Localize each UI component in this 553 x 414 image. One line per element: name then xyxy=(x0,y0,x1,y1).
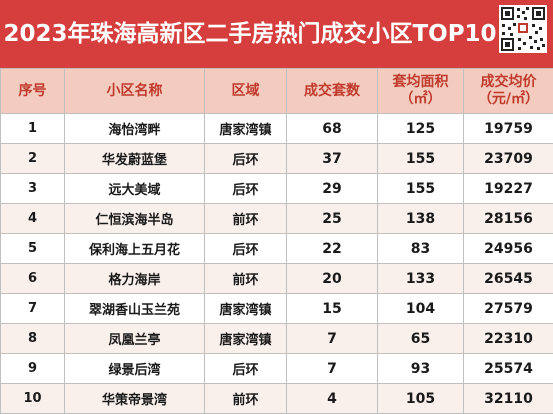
cell-avg-size: 93 xyxy=(378,354,464,384)
header-index: 序号 xyxy=(1,69,65,114)
cell-avg-price: 24956 xyxy=(464,234,553,264)
table-row: 5 保利海上五月花 后环 22 83 24956 xyxy=(1,234,553,264)
cell-index: 6 xyxy=(1,264,65,294)
cell-community-name: 翠湖香山玉兰苑 xyxy=(65,294,205,324)
cell-area: 后环 xyxy=(205,354,287,384)
cell-area: 前环 xyxy=(205,204,287,234)
cell-deal-count: 7 xyxy=(287,354,378,384)
cell-avg-size: 65 xyxy=(378,324,464,354)
cell-community-name: 格力海岸 xyxy=(65,264,205,294)
header-avg-size: 套均面积（㎡） xyxy=(378,69,464,114)
cell-deal-count: 22 xyxy=(287,234,378,264)
cell-avg-price: 23709 xyxy=(464,144,553,174)
cell-avg-size: 155 xyxy=(378,144,464,174)
table-row: 7 翠湖香山玉兰苑 唐家湾镇 15 104 27579 xyxy=(1,294,553,324)
cell-avg-price: 28156 xyxy=(464,204,553,234)
qr-code-icon xyxy=(499,5,547,53)
cell-area: 唐家湾镇 xyxy=(205,114,287,144)
cell-index: 10 xyxy=(1,384,65,414)
table-row: 4 仁恒滨海半岛 前环 25 138 28156 xyxy=(1,204,553,234)
cell-avg-size: 138 xyxy=(378,204,464,234)
cell-index: 5 xyxy=(1,234,65,264)
cell-index: 2 xyxy=(1,144,65,174)
cell-index: 8 xyxy=(1,324,65,354)
cell-index: 9 xyxy=(1,354,65,384)
table-row: 1 海怡湾畔 唐家湾镇 68 125 19759 xyxy=(1,114,553,144)
table-row: 8 凤凰兰亭 唐家湾镇 7 65 22310 xyxy=(1,324,553,354)
cell-avg-size: 125 xyxy=(378,114,464,144)
cell-avg-size: 105 xyxy=(378,384,464,414)
cell-deal-count: 4 xyxy=(287,384,378,414)
table-header-row: 序号 小区名称 区域 成交套数 套均面积（㎡） 成交均价（元/㎡） xyxy=(1,69,553,114)
table-row: 6 格力海岸 前环 20 133 26545 xyxy=(1,264,553,294)
transactions-table: 序号 小区名称 区域 成交套数 套均面积（㎡） 成交均价（元/㎡） 1 海怡湾畔… xyxy=(0,68,553,414)
cell-avg-price: 26545 xyxy=(464,264,553,294)
cell-area: 唐家湾镇 xyxy=(205,324,287,354)
cell-index: 1 xyxy=(1,114,65,144)
cell-avg-size: 104 xyxy=(378,294,464,324)
cell-community-name: 远大美域 xyxy=(65,174,205,204)
cell-community-name: 华发蔚蓝堡 xyxy=(65,144,205,174)
cell-avg-size: 155 xyxy=(378,174,464,204)
cell-deal-count: 15 xyxy=(287,294,378,324)
header-community-name: 小区名称 xyxy=(65,69,205,114)
cell-area: 后环 xyxy=(205,144,287,174)
cell-community-name: 海怡湾畔 xyxy=(65,114,205,144)
cell-community-name: 保利海上五月花 xyxy=(65,234,205,264)
cell-deal-count: 25 xyxy=(287,204,378,234)
cell-area: 后环 xyxy=(205,234,287,264)
cell-deal-count: 37 xyxy=(287,144,378,174)
cell-area: 后环 xyxy=(205,174,287,204)
cell-community-name: 凤凰兰亭 xyxy=(65,324,205,354)
cell-index: 4 xyxy=(1,204,65,234)
cell-area: 前环 xyxy=(205,264,287,294)
cell-avg-price: 27579 xyxy=(464,294,553,324)
cell-deal-count: 68 xyxy=(287,114,378,144)
cell-avg-price: 32110 xyxy=(464,384,553,414)
table-row: 10 华策帝景湾 前环 4 105 32110 xyxy=(1,384,553,414)
table-row: 3 远大美域 后环 29 155 19227 xyxy=(1,174,553,204)
table-row: 9 绿景后湾 后环 7 93 25574 xyxy=(1,354,553,384)
cell-index: 7 xyxy=(1,294,65,324)
cell-area: 前环 xyxy=(205,384,287,414)
cell-avg-size: 83 xyxy=(378,234,464,264)
header-deal-count: 成交套数 xyxy=(287,69,378,114)
cell-avg-size: 133 xyxy=(378,264,464,294)
cell-area: 唐家湾镇 xyxy=(205,294,287,324)
header-area: 区域 xyxy=(205,69,287,114)
table-row: 2 华发蔚蓝堡 后环 37 155 23709 xyxy=(1,144,553,174)
cell-community-name: 仁恒滨海半岛 xyxy=(65,204,205,234)
cell-avg-price: 19227 xyxy=(464,174,553,204)
cell-community-name: 华策帝景湾 xyxy=(65,384,205,414)
cell-deal-count: 7 xyxy=(287,324,378,354)
cell-deal-count: 20 xyxy=(287,264,378,294)
cell-deal-count: 29 xyxy=(287,174,378,204)
header-avg-price: 成交均价（元/㎡） xyxy=(464,69,553,114)
cell-avg-price: 19759 xyxy=(464,114,553,144)
cell-community-name: 绿景后湾 xyxy=(65,354,205,384)
cell-avg-price: 25574 xyxy=(464,354,553,384)
page-title: 2023年珠海高新区二手房热门成交小区TOP10 xyxy=(0,0,500,68)
cell-avg-price: 22310 xyxy=(464,324,553,354)
cell-index: 3 xyxy=(1,174,65,204)
title-bar: 2023年珠海高新区二手房热门成交小区TOP10 xyxy=(0,0,553,68)
